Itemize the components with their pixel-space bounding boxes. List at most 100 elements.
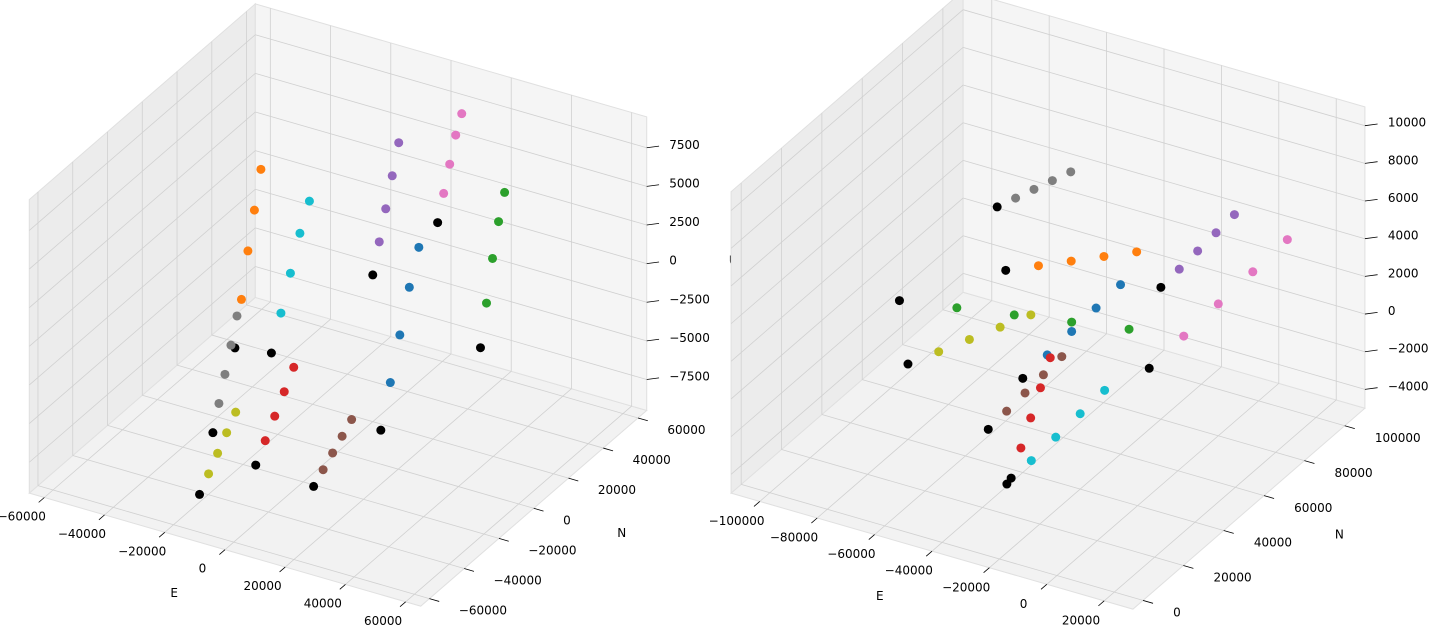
data-point [387,171,397,181]
x-tick-label: 0 [199,562,207,576]
y-tick-label: 100000 [1375,431,1421,445]
data-point [1018,373,1028,383]
tick-mark [568,477,579,482]
data-point [414,242,424,252]
tick-mark [646,145,660,149]
tick-mark [464,568,475,572]
data-point [1038,370,1048,380]
data-point [318,465,328,475]
tick-mark [38,497,45,503]
data-point [1144,363,1154,373]
data-point [328,448,338,458]
grid-line [107,425,500,539]
data-point [1099,251,1109,261]
tick-mark [533,507,544,512]
tick-mark [1364,387,1378,390]
data-point [1124,324,1134,334]
y-tick-label: 0 [563,513,571,527]
y-tick-label: −40000 [494,573,542,587]
x-axis-label: E [876,589,884,603]
x-tick-label: −80000 [770,531,818,545]
data-point [1002,406,1012,416]
data-point [1229,210,1239,220]
z-tick-label: 0 [1388,304,1396,318]
data-point [1051,432,1061,442]
tick-mark [925,550,933,557]
data-point [475,343,485,353]
x-tick-label: −60000 [0,510,46,524]
grid-line [759,300,993,502]
grid-line [37,485,430,600]
grid-line [29,227,256,424]
data-point [1067,326,1077,336]
tick-mark [399,601,406,607]
tick-mark [637,417,648,422]
data-point [376,425,386,435]
z-tick-label: 2000 [1388,266,1419,280]
y-tick-label: 40000 [633,453,671,467]
data-point [1116,280,1126,290]
z-tick-label: 0 [669,254,677,268]
z-tick-label: −4000 [1388,379,1429,393]
grid-line [255,150,647,265]
tick-mark [646,184,660,187]
data-point [214,398,224,408]
data-point [1193,246,1203,256]
data-point [295,228,305,238]
y-tick-label: 20000 [1213,571,1251,585]
z-tick-label: 5000 [669,176,700,190]
data-point [231,407,241,417]
data-point [208,428,218,438]
tick-mark [646,300,660,303]
data-point [1100,385,1110,395]
grid-line [816,316,1050,519]
data-point [260,436,270,446]
z-tick-label: −2500 [669,292,710,306]
tick-mark [498,538,509,542]
y-tick-label: 40000 [1254,536,1292,550]
tick-mark [219,549,226,555]
data-point [983,424,993,434]
data-point [1033,261,1043,271]
grid-line [741,484,1144,601]
grid-line [962,197,1366,315]
chart: −60000 −40000 −20000 0 20000 40000 60000 −60000… [0,2,738,628]
data-point [500,187,510,197]
data-point [222,428,232,438]
grid-line [730,84,964,287]
data-point [394,138,404,148]
y-tick-label: 0 [1173,606,1181,620]
data-point [1026,456,1036,466]
data-point [1211,228,1221,238]
z-tick-label: 4000 [1388,229,1419,243]
data-point [451,130,461,140]
x-tick-label: 20000 [1062,613,1100,627]
data-point [195,489,205,499]
data-point [1066,256,1076,266]
data-point [1006,473,1016,483]
side-pane [730,0,964,495]
grid-line [255,73,647,187]
data-point [204,469,214,479]
x-tick-label: −20000 [942,580,990,594]
grid-line [962,273,1366,390]
data-point [1282,235,1292,245]
x-tick-label: −100000 [709,514,765,528]
data-point [1026,413,1036,423]
z-tick-label: −7500 [669,370,710,384]
data-point [256,164,266,174]
data-point [243,246,253,256]
grid-line [211,334,604,449]
chart: −100000−80000−60000−40000−20000020000020… [709,0,1429,627]
z-tick-label: 10000 [1388,116,1426,130]
data-point [279,387,289,397]
grid-line [255,227,647,342]
grid-line [862,379,1265,496]
data-point [270,411,280,421]
grid-line [29,111,256,309]
tick-mark [646,377,660,380]
tick-mark [1304,460,1315,464]
x-tick-label: 60000 [364,614,402,628]
data-point [1047,176,1057,186]
